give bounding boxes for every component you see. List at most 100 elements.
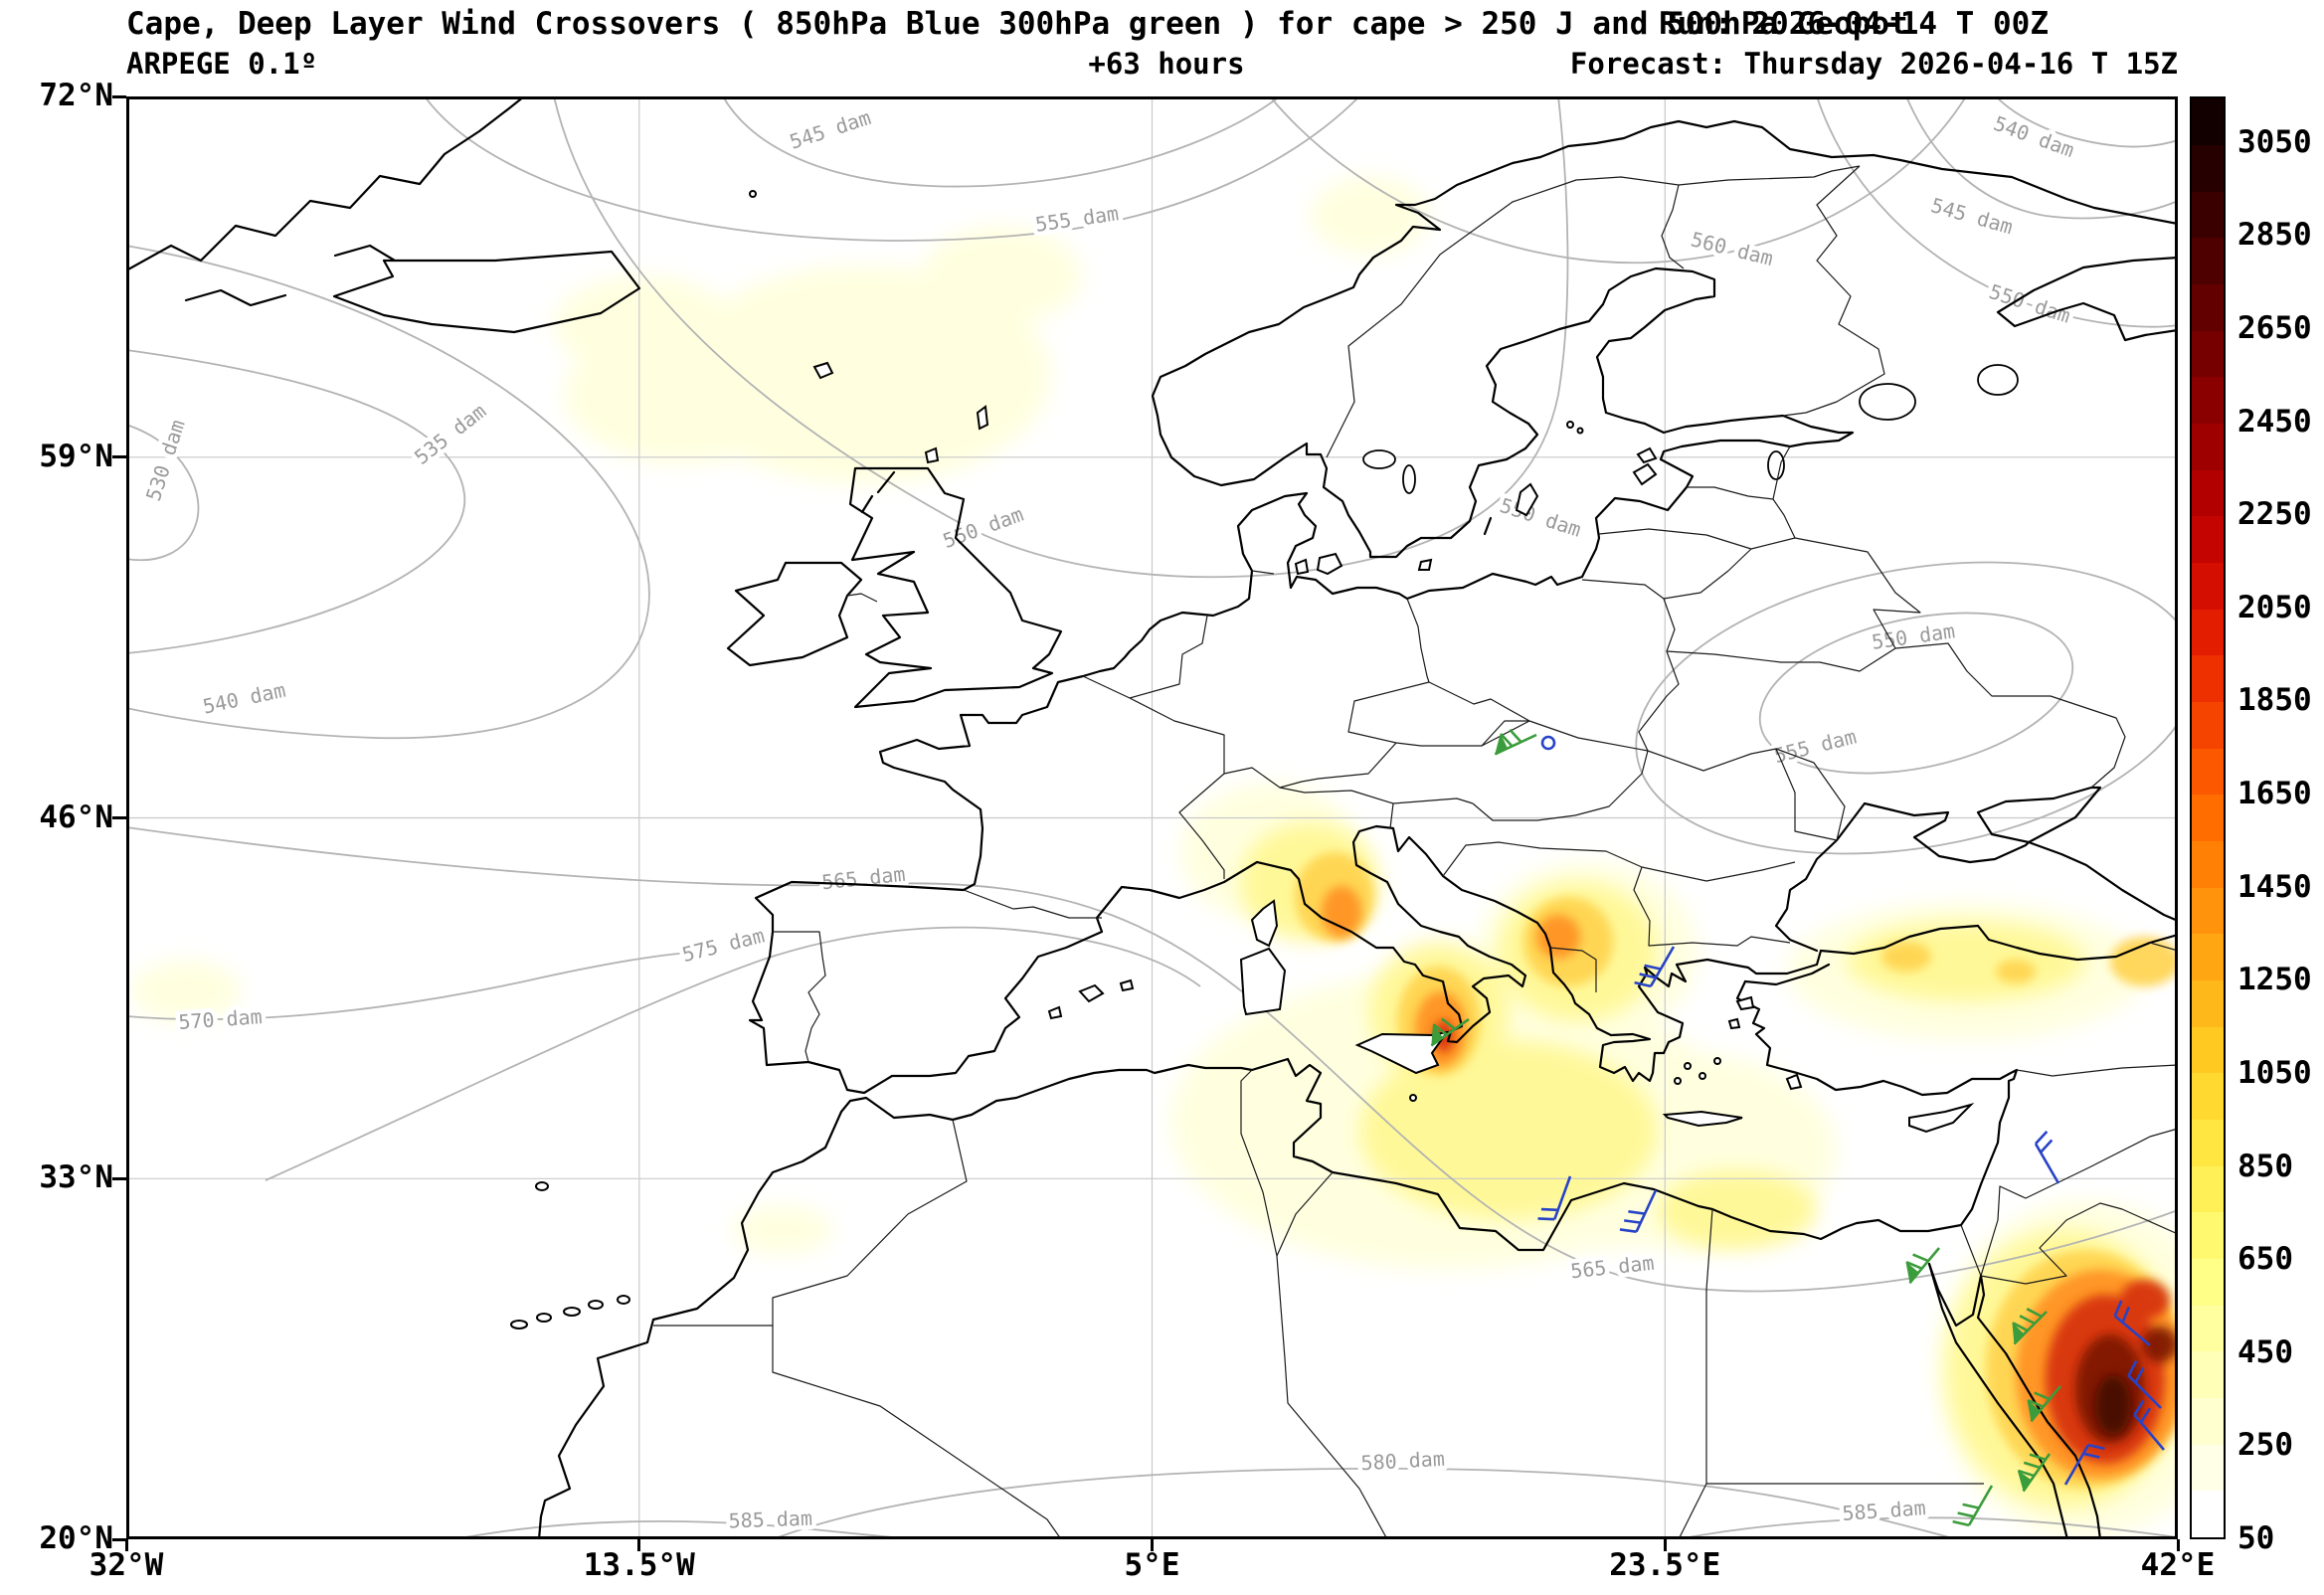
- latlon-grid: [126, 96, 2178, 1539]
- colorbar-segment: [2192, 887, 2224, 935]
- contour-label: 550 dam: [1497, 493, 1584, 542]
- colorbar-segment: [2192, 516, 2224, 563]
- colorbar-segment: [2192, 979, 2224, 1027]
- wind-barb-300hPa: [1905, 1247, 1940, 1285]
- colorbar-segment: [2192, 795, 2224, 841]
- colorbar-tick-label: 1050: [2237, 1054, 2312, 1091]
- colorbar-segment: [2192, 1444, 2224, 1492]
- lead-time-label: +63 hours: [1088, 47, 1245, 81]
- wind-barbs-layer: [1430, 728, 2165, 1527]
- colorbar-segment: [2192, 423, 2224, 470]
- colorbar-tick-label: 1850: [2237, 682, 2312, 719]
- colorbar-segment: [2192, 701, 2224, 749]
- y-axis-tick-label: 20°N: [39, 1520, 113, 1556]
- y-axis-tick-label: 59°N: [39, 438, 113, 474]
- model-label: ARPEGE 0.1º: [126, 47, 318, 81]
- wind-barb-850hPa: [2034, 1130, 2060, 1184]
- contour-label: 580 dam: [1360, 1447, 1445, 1475]
- cape-shading-layer: [131, 176, 2178, 1538]
- wind-barb-300hPa: [1430, 1017, 1470, 1047]
- colorbar-segment: [2192, 1073, 2224, 1120]
- wind-barb-300hPa: [2017, 1453, 2052, 1493]
- contour-label: 575 dam: [680, 923, 768, 967]
- x-axis-tick: [1663, 1539, 1667, 1551]
- contour-label: 540 dam: [201, 678, 287, 719]
- x-axis-tick-label: 13.5°W: [583, 1547, 695, 1583]
- colorbar-tick-label: 50: [2237, 1520, 2275, 1556]
- x-axis-tick: [637, 1539, 641, 1551]
- wind-barb-850hPa: [2113, 1300, 2151, 1346]
- wind-barb-850hPa: [1634, 946, 1676, 988]
- colorbar-segment: [2192, 283, 2224, 331]
- y-axis-tick: [112, 1176, 126, 1180]
- colorbar-tick-label: 2650: [2237, 310, 2312, 347]
- wind-barb-300hPa: [1952, 1485, 1994, 1527]
- wind-barb-850hPa: [2127, 1360, 2162, 1409]
- wind-barb-300hPa: [2012, 1308, 2048, 1345]
- contour-label: 565 dam: [820, 862, 906, 895]
- y-axis-tick-label: 46°N: [39, 798, 113, 835]
- colorbar-tick-label: 1250: [2237, 962, 2312, 998]
- wind-barb-850hPa: [2133, 1399, 2165, 1451]
- x-axis-tick-label: 23.5°E: [1609, 1547, 1721, 1583]
- x-axis-tick: [124, 1539, 128, 1551]
- colorbar-tick-label: 850: [2237, 1148, 2293, 1184]
- country-borders: [653, 165, 2178, 1539]
- y-axis-tick-label: 72°N: [39, 78, 113, 113]
- contour-label: 540 dam: [1991, 111, 2077, 162]
- contour-label: 555 dam: [1034, 201, 1121, 236]
- colorbar-segment: [2192, 655, 2224, 702]
- y-axis-tick: [112, 455, 126, 459]
- colorbar-segment: [2192, 191, 2224, 239]
- chart-title: Cape, Deep Layer Wind Crossovers ( 850hP…: [126, 6, 1908, 42]
- wind-barb-850hPa: [1540, 735, 1556, 751]
- wind-barb-850hPa: [2063, 1443, 2105, 1486]
- colorbar-segment: [2192, 1119, 2224, 1166]
- x-axis-tick-label: 42°E: [2140, 1547, 2216, 1583]
- colorbar-tick-label: 3050: [2237, 123, 2312, 160]
- contour-label: 560 dam: [1689, 227, 1776, 270]
- wind-barb-850hPa: [1619, 1189, 1658, 1233]
- colorbar-tick-label: 450: [2237, 1333, 2293, 1370]
- colorbar-segment: [2192, 144, 2224, 192]
- y-axis-tick: [112, 816, 126, 819]
- colorbar-tick-label: 250: [2237, 1427, 2293, 1464]
- wind-barb-300hPa: [1494, 728, 1537, 756]
- colorbar-segment: [2192, 1305, 2224, 1352]
- y-axis-tick: [112, 94, 126, 98]
- colorbar-tick-label: 2050: [2237, 589, 2312, 625]
- x-axis-tick: [1151, 1539, 1154, 1551]
- colorbar-segment: [2192, 238, 2224, 284]
- colorbar-segment: [2192, 330, 2224, 378]
- contour-label: 555 dam: [1772, 724, 1860, 768]
- contour-label: 550 dam: [940, 502, 1026, 553]
- coastlines: [126, 96, 2178, 1539]
- y-axis-tick: [112, 1537, 126, 1541]
- cape-colorbar: [2190, 96, 2226, 1539]
- colorbar-segment: [2192, 934, 2224, 980]
- x-axis-tick-label: 5°E: [1124, 1547, 1180, 1583]
- colorbar-segment: [2192, 98, 2224, 145]
- contour-label: 545 dam: [1928, 193, 2016, 239]
- run-label: Run: 2026-04-14 T 00Z: [1659, 6, 2049, 42]
- colorbar-segment: [2192, 1026, 2224, 1074]
- contour-label: 570 dam: [178, 1004, 264, 1034]
- colorbar-segment: [2192, 1212, 2224, 1259]
- wind-barb-300hPa: [2027, 1385, 2061, 1423]
- colorbar-tick-label: 1650: [2237, 776, 2312, 812]
- x-axis-tick-label: 32°W: [89, 1547, 164, 1583]
- colorbar-segment: [2192, 748, 2224, 796]
- x-axis-tick: [2176, 1539, 2180, 1551]
- colorbar-tick-label: 2850: [2237, 217, 2312, 254]
- map-frame: [126, 96, 2178, 1539]
- colorbar-tick-label: 650: [2237, 1241, 2293, 1278]
- colorbar-tick-label: 2250: [2237, 496, 2312, 533]
- contour-label: 565 dam: [1569, 1251, 1655, 1284]
- colorbar-segment: [2192, 1491, 2224, 1537]
- colorbar-tick-label: 1450: [2237, 868, 2312, 905]
- colorbar-tick-label: 2450: [2237, 403, 2312, 440]
- colorbar-segment: [2192, 1258, 2224, 1306]
- colorbar-segment: [2192, 1165, 2224, 1213]
